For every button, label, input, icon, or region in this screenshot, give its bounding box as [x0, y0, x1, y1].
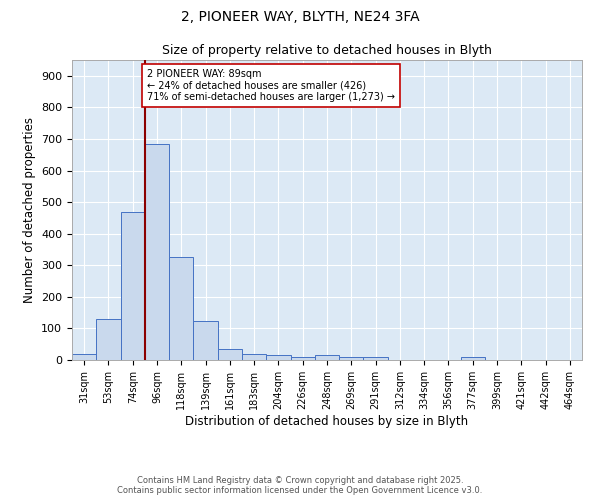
Bar [339, 357, 364, 360]
Text: 2 PIONEER WAY: 89sqm
← 24% of detached houses are smaller (426)
71% of semi-deta: 2 PIONEER WAY: 89sqm ← 24% of detached h… [147, 68, 395, 102]
Bar [72, 354, 96, 360]
Bar [193, 320, 218, 360]
Text: Contains HM Land Registry data © Crown copyright and database right 2025.
Contai: Contains HM Land Registry data © Crown c… [118, 476, 482, 495]
Text: 2, PIONEER WAY, BLYTH, NE24 3FA: 2, PIONEER WAY, BLYTH, NE24 3FA [181, 10, 419, 24]
Bar [121, 212, 145, 360]
Bar [145, 144, 169, 360]
X-axis label: Distribution of detached houses by size in Blyth: Distribution of detached houses by size … [185, 414, 469, 428]
Bar [461, 357, 485, 360]
Y-axis label: Number of detached properties: Number of detached properties [23, 117, 35, 303]
Bar [218, 349, 242, 360]
Bar [242, 354, 266, 360]
Bar [266, 356, 290, 360]
Bar [290, 357, 315, 360]
Bar [96, 319, 121, 360]
Bar [315, 356, 339, 360]
Title: Size of property relative to detached houses in Blyth: Size of property relative to detached ho… [162, 44, 492, 58]
Bar [169, 258, 193, 360]
Bar [364, 357, 388, 360]
